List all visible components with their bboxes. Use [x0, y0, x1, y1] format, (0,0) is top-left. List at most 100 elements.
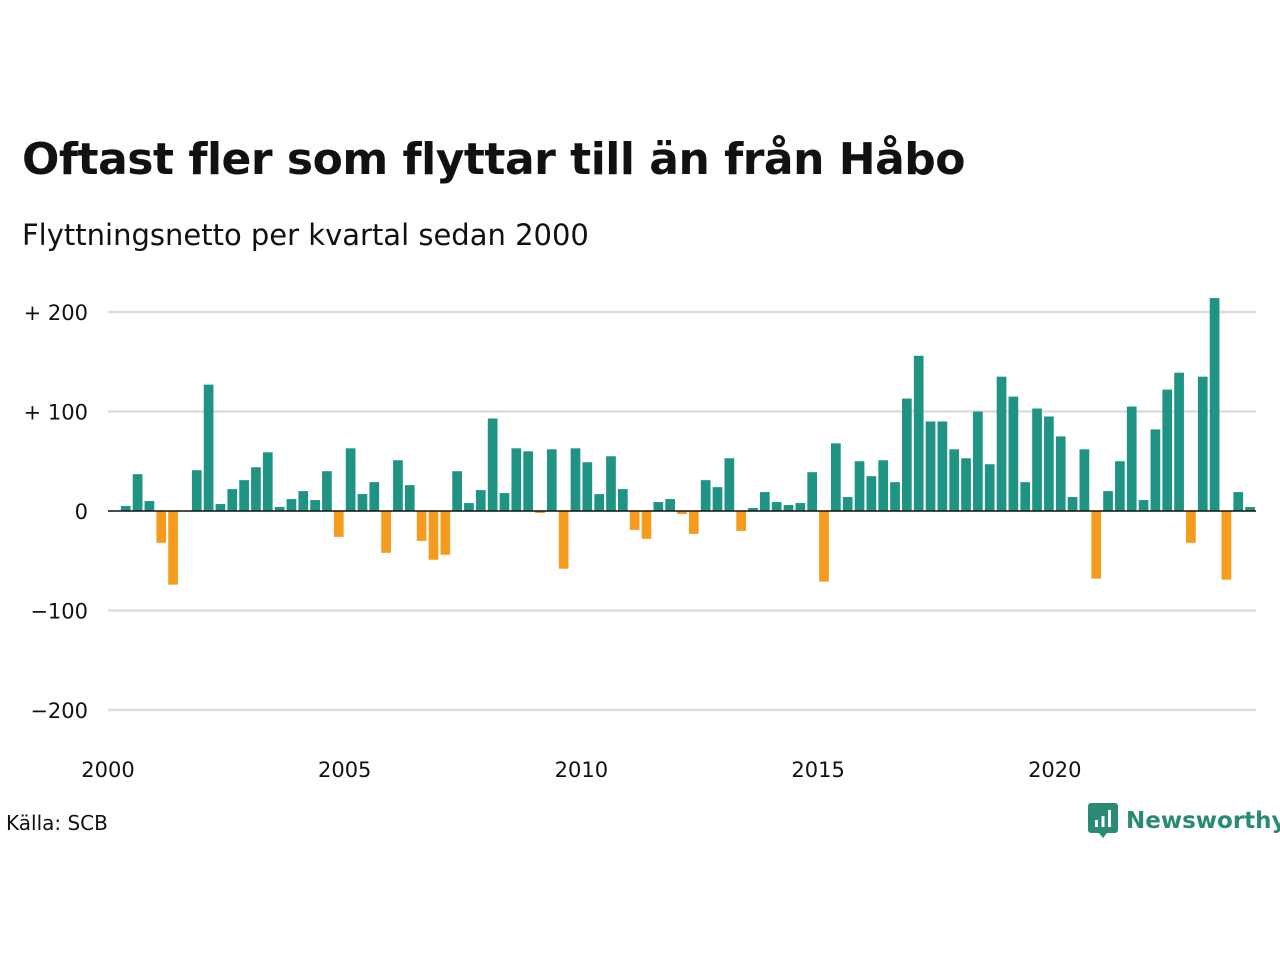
bar: [890, 482, 900, 511]
y-tick-label: 0: [75, 500, 88, 524]
bar: [984, 464, 995, 511]
brand-name: Newsworthy: [1126, 808, 1280, 834]
bar: [1162, 389, 1173, 511]
x-tick-label: 2015: [791, 758, 844, 782]
bar: [345, 448, 356, 511]
bars: [120, 298, 1255, 585]
x-tick-label: 2020: [1028, 758, 1081, 782]
bar: [1174, 372, 1184, 511]
bar: [357, 494, 368, 511]
bar: [132, 474, 143, 511]
bar: [724, 458, 735, 511]
bar: [227, 489, 238, 511]
bar: [1044, 416, 1054, 511]
bar: [203, 384, 214, 511]
y-tick-label: −100: [30, 600, 88, 624]
newsworthy-logo: Newsworthy: [1088, 803, 1280, 839]
bar: [949, 449, 960, 511]
bar: [322, 471, 332, 511]
bar: [452, 471, 462, 511]
bar: [854, 461, 865, 511]
bar: [700, 480, 711, 511]
bar: [156, 511, 167, 543]
bar: [617, 489, 628, 511]
bar: [937, 421, 948, 511]
bar: [759, 492, 770, 511]
bar: [191, 470, 202, 511]
bar: [866, 476, 877, 511]
bar: [546, 449, 557, 511]
bar: [262, 452, 273, 511]
bar: [1138, 500, 1149, 511]
bar: [842, 497, 853, 511]
bar: [393, 460, 403, 511]
bar: [558, 511, 569, 569]
x-tick-label: 2005: [318, 758, 371, 782]
bar: [120, 506, 131, 511]
bar: [677, 511, 687, 514]
bar: [973, 411, 983, 511]
y-tick-label: + 200: [24, 301, 88, 325]
y-axis-ticks: + 200 + 100 0 −100 −200: [24, 301, 88, 723]
bar: [925, 421, 936, 511]
bar: [499, 493, 510, 511]
bar: [819, 511, 829, 582]
bar: [1079, 449, 1090, 511]
bar: [475, 490, 486, 511]
bar: [878, 460, 889, 511]
bar: [665, 499, 676, 511]
bar: [783, 505, 794, 511]
bar: [1055, 436, 1066, 511]
bar: [736, 511, 747, 531]
bar: [464, 503, 474, 511]
bar: [996, 376, 1007, 511]
bar: [1197, 376, 1208, 511]
bar: [239, 480, 249, 511]
bar: [1245, 507, 1255, 511]
bar: [570, 448, 581, 511]
bar: [168, 511, 178, 585]
x-tick-label: 2000: [81, 758, 134, 782]
bar: [795, 503, 806, 511]
bar: [1115, 461, 1125, 511]
bar: [487, 418, 498, 511]
bar: [1221, 511, 1232, 580]
bar: [1067, 497, 1078, 511]
bar: [913, 355, 924, 511]
bar: [688, 511, 699, 534]
bar: [310, 500, 320, 511]
bar: [333, 511, 344, 537]
y-tick-label: −200: [30, 699, 88, 723]
bar: [1008, 396, 1019, 511]
x-axis-ticks: 2000 2005 2010 2015 2020: [81, 758, 1081, 782]
bar: [428, 511, 439, 560]
bar: [641, 511, 652, 539]
chart-title: Oftast fler som flyttar till än från Håb…: [22, 134, 966, 185]
bar: [535, 511, 545, 513]
bar: [1032, 408, 1042, 511]
bar: [144, 501, 155, 511]
source-note: Källa: SCB: [6, 811, 108, 835]
grid-lines: [108, 310, 1256, 712]
bar: [404, 485, 415, 511]
bar: [215, 504, 226, 511]
bar: [1091, 511, 1102, 579]
bar: [594, 494, 605, 511]
bar: [1126, 406, 1137, 511]
bar: [653, 502, 664, 511]
y-tick-label: + 100: [24, 401, 88, 425]
bar: [381, 511, 391, 553]
bar: [251, 467, 261, 511]
bar: [286, 499, 297, 511]
bar: [831, 443, 841, 511]
bar: [712, 487, 723, 511]
bar: [369, 482, 380, 511]
bar: [274, 507, 285, 511]
bar-chart-logo-icon: [1088, 803, 1118, 838]
bar: [511, 448, 522, 511]
bar: [523, 451, 533, 511]
bar: [582, 462, 593, 511]
bar: [748, 508, 758, 511]
bar: [902, 398, 912, 511]
